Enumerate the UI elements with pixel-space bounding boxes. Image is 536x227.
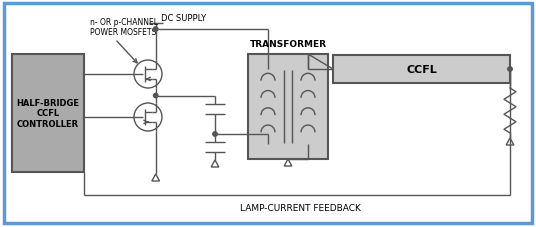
Text: CCFL: CCFL [406, 65, 437, 75]
Circle shape [153, 28, 158, 32]
Text: LAMP-CURRENT FEEDBACK: LAMP-CURRENT FEEDBACK [240, 203, 360, 212]
Text: TRANSFORMER: TRANSFORMER [249, 40, 326, 49]
Circle shape [153, 94, 158, 98]
Text: HALF-BRIDGE
CCFL
CONTROLLER: HALF-BRIDGE CCFL CONTROLLER [17, 99, 79, 128]
Bar [333, 56, 510, 84]
Circle shape [213, 132, 217, 137]
Circle shape [508, 67, 512, 72]
Bar [248, 55, 328, 159]
Text: DC SUPPLY: DC SUPPLY [161, 13, 206, 22]
Bar [12, 55, 84, 172]
Text: n- OR p-CHANNEL
POWER MOSFETS: n- OR p-CHANNEL POWER MOSFETS [90, 18, 158, 37]
